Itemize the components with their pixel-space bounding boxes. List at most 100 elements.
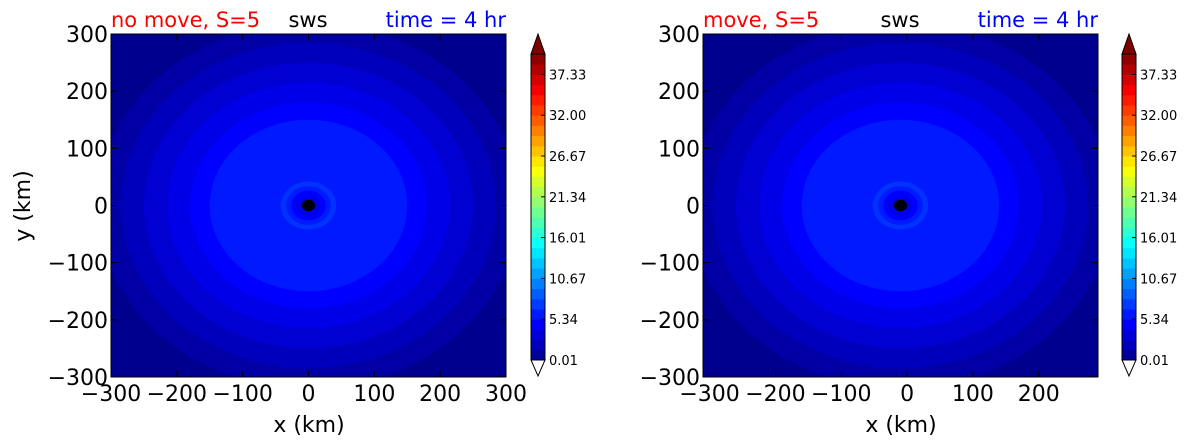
colorbar-tick-label: 26.67 [549, 150, 586, 165]
colorbar-segment [1122, 74, 1136, 86]
x-tick-label: −100 [212, 382, 272, 407]
colorbar-tick-label: 16.01 [1140, 232, 1177, 247]
colorbar-segment [531, 135, 545, 147]
colorbar-segment [1122, 227, 1136, 239]
right-y-ticks: 300 200 100 0 −100 −200 −300 [640, 23, 1098, 391]
right-title-center: sws [880, 8, 919, 32]
colorbar-tick-label: 5.34 [549, 313, 578, 328]
x-tick-label: 0 [302, 382, 316, 407]
right-panel: −300 −200 −100 0 100 200 3002001000−100−200−3… [640, 8, 1178, 438]
y-tick-label: 100 [66, 137, 108, 162]
y-tick-label: −100 [48, 252, 108, 277]
colorbar-segment [531, 54, 545, 65]
right-x-axis-label: x (km) [865, 413, 936, 438]
colorbar-segment [1122, 145, 1136, 157]
colorbar-tick-label: 32.00 [549, 109, 586, 124]
right-x-ticks: −300 −200 −100 0 100 200 [679, 34, 1060, 407]
colorbar-tick-label: 21.34 [549, 191, 586, 206]
colorbar-segment [1122, 247, 1136, 259]
right-title-right: time = 4 hr [978, 8, 1099, 32]
y-tick-label: 300 [658, 23, 700, 48]
y-tick-label: −300 [640, 366, 700, 391]
colorbar-tick-label: 26.67 [1140, 150, 1177, 165]
colorbar-segment [531, 105, 545, 116]
colorbar-segment [531, 237, 545, 249]
y-tick-label: −100 [640, 252, 700, 277]
right-title-left: move, S=5 [703, 8, 819, 32]
colorbar-segment [531, 278, 545, 290]
y-tick-label: −200 [48, 309, 108, 334]
colorbar-segment [1122, 105, 1136, 116]
left-y-ticks: 300 200 100 0 −100 −200 −300 [48, 23, 506, 391]
left-title-center: sws [288, 8, 327, 32]
x-tick-label: −300 [81, 382, 141, 407]
storm-eye [893, 199, 908, 212]
y-tick-label: 300 [66, 23, 108, 48]
colorbar-tick-label: 32.00 [1140, 109, 1177, 124]
colorbar-segment [531, 268, 545, 279]
left-panel: −300 −200 −100 0 100 200 300 3002001000−100−20… [11, 8, 586, 438]
colorbar-segment [1122, 54, 1136, 65]
left-title-right: time = 4 hr [386, 8, 507, 32]
colorbar-segment [531, 84, 545, 96]
left-y-axis-label: y (km) [11, 170, 36, 241]
colorbar-segment [531, 309, 545, 320]
x-tick-label: 200 [1018, 382, 1060, 407]
storm-eye [301, 199, 316, 212]
colorbar-segment [1122, 319, 1136, 330]
x-tick-label: 300 [485, 382, 527, 407]
colorbar-tick-label: 37.33 [549, 68, 586, 83]
colorbar-segment [1122, 94, 1136, 106]
left-contour-field [111, 34, 506, 377]
colorbar-segment [1122, 258, 1136, 269]
colorbar-segment [1122, 207, 1136, 218]
colorbar-segment [1122, 339, 1136, 351]
colorbar-segment [531, 196, 545, 208]
colorbar-segment [531, 156, 545, 167]
colorbar-segment [531, 166, 545, 177]
x-tick-label: −300 [679, 382, 739, 407]
colorbar-segment [1122, 278, 1136, 290]
colorbar-segment [1122, 64, 1136, 75]
y-tick-label: 0 [94, 195, 108, 220]
colorbar-segment [531, 125, 545, 137]
colorbar-extend-low [1121, 359, 1137, 378]
y-tick-label: −300 [48, 366, 108, 391]
colorbar-tick-label: 16.01 [549, 232, 586, 247]
left-x-ticks: −300 −200 −100 0 100 200 300 [81, 34, 527, 407]
colorbar-segment [531, 94, 545, 106]
colorbar-segment [1122, 125, 1136, 137]
x-tick-label: −100 [811, 382, 871, 407]
colorbar-tick-label: 37.33 [1140, 68, 1177, 83]
y-tick-label: 200 [658, 80, 700, 105]
colorbar-frame [1121, 53, 1137, 361]
x-tick-label: 200 [419, 382, 461, 407]
colorbar-tick-label: 10.67 [1140, 272, 1177, 287]
colorbar-segment [531, 74, 545, 86]
colorbar-segment [1122, 309, 1136, 320]
colorbar-segment [531, 227, 545, 239]
colorbar-segment [531, 339, 545, 351]
colorbar-segment [531, 217, 545, 228]
left-colorbar: 37.33 32.00 26.67 21.34 16.01 10.67 5.34 0.01 [530, 32, 586, 378]
colorbar-segment [1122, 135, 1136, 147]
left-title-left: no move, S=5 [111, 8, 260, 32]
colorbar-segment [1122, 84, 1136, 96]
left-x-axis-label: x (km) [273, 413, 344, 438]
colorbar-segment [531, 288, 545, 300]
y-tick-label: −200 [640, 309, 700, 334]
colorbar-extend-high [530, 32, 546, 55]
colorbar-segment [531, 176, 545, 188]
colorbar-segment [1122, 115, 1136, 126]
colorbar-segment [1122, 349, 1136, 361]
colorbar-tick-label: 0.01 [549, 354, 578, 369]
colorbar-segment [1122, 176, 1136, 188]
x-tick-label: −200 [147, 382, 207, 407]
x-tick-label: 100 [952, 382, 994, 407]
x-tick-label: −200 [745, 382, 805, 407]
colorbar-segment [1122, 166, 1136, 177]
x-tick-label: 0 [900, 382, 914, 407]
right-colorbar: 37.33 32.00 26.67 21.34 16.01 10.67 5.34 0.01 [1121, 32, 1177, 378]
colorbar-segment [531, 349, 545, 361]
y-tick-label: 100 [658, 137, 700, 162]
